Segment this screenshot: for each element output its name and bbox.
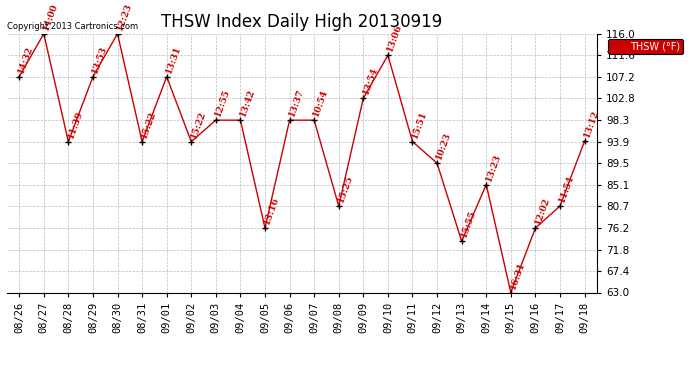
Text: 13:12: 13:12 (582, 109, 600, 139)
Text: 15:55: 15:55 (460, 209, 477, 239)
Text: 15:22: 15:22 (139, 110, 158, 140)
Text: 13:16: 13:16 (263, 196, 281, 226)
Text: 12:55: 12:55 (213, 88, 232, 118)
Text: 13:54: 13:54 (361, 66, 380, 96)
Text: 11:54: 11:54 (558, 174, 576, 204)
Text: 12:23: 12:23 (115, 2, 133, 32)
Text: 13:06: 13:06 (386, 23, 404, 53)
Text: 13:37: 13:37 (287, 88, 306, 118)
Text: 15:51: 15:51 (410, 110, 428, 140)
Text: 11:39: 11:39 (66, 109, 84, 140)
Text: 15:22: 15:22 (189, 110, 207, 140)
Legend: THSW (°F): THSW (°F) (608, 39, 683, 54)
Text: 14:00: 14:00 (41, 2, 59, 32)
Text: 13:53: 13:53 (90, 44, 109, 75)
Text: 12:02: 12:02 (533, 196, 551, 226)
Text: 10:54: 10:54 (312, 88, 330, 118)
Text: 13:23: 13:23 (484, 152, 502, 183)
Text: 16:31: 16:31 (509, 260, 526, 290)
Text: 15:25: 15:25 (336, 174, 355, 204)
Text: 13:31: 13:31 (164, 44, 183, 75)
Text: Copyright 2013 Cartronics.com: Copyright 2013 Cartronics.com (7, 22, 138, 31)
Title: THSW Index Daily High 20130919: THSW Index Daily High 20130919 (161, 13, 442, 31)
Text: 10:23: 10:23 (435, 131, 453, 161)
Text: 13:42: 13:42 (238, 88, 256, 118)
Text: 14:32: 14:32 (17, 45, 35, 75)
